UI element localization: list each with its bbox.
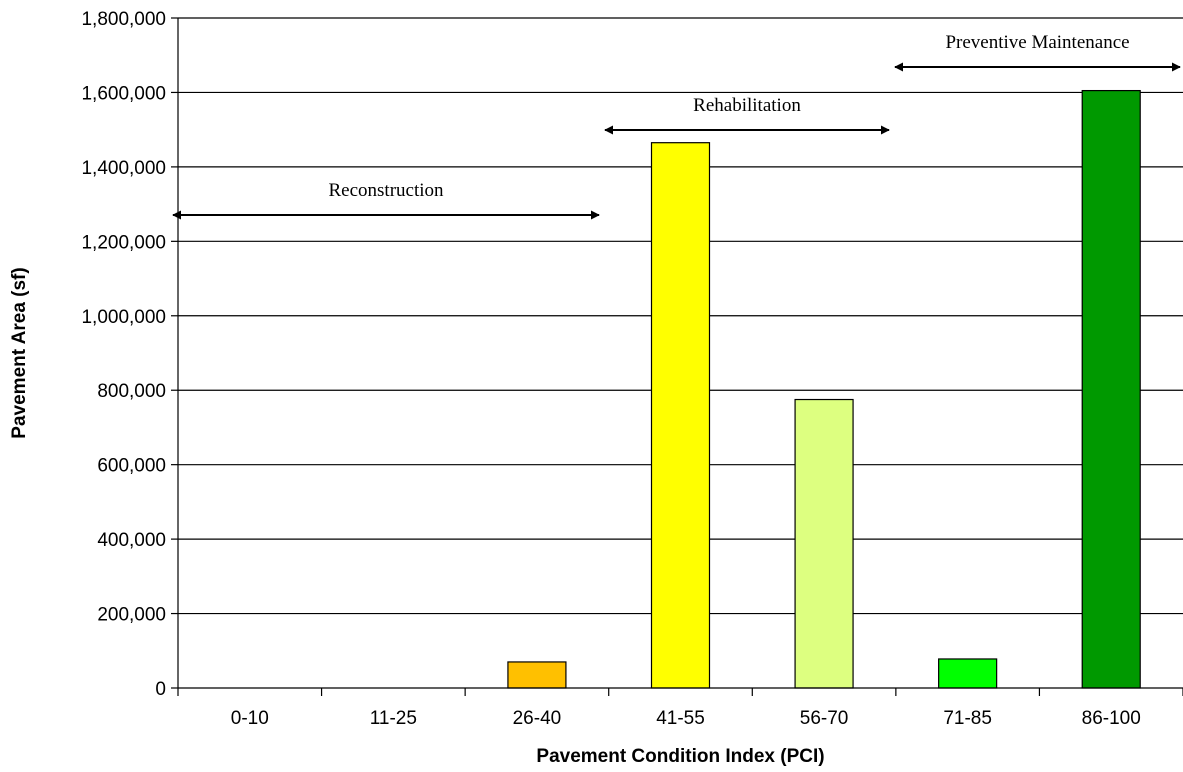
y-tick-label: 1,800,000	[81, 9, 166, 30]
x-tick-label: 56-70	[800, 708, 849, 729]
y-tick-labels: 0 200,000 400,000 600,000 800,000 1,000,000 1,…	[81, 9, 166, 700]
x-tick-label: 26-40	[513, 708, 562, 729]
annotation-label: Preventive Maintenance	[945, 32, 1129, 53]
x-tick-labels: 0-10 11-25 26-40 41-55 56-70 71-85 86-100	[231, 708, 1141, 729]
y-tick-label: 1,600,000	[81, 83, 166, 104]
y-tick-label: 800,000	[97, 381, 166, 402]
y-tick-label: 200,000	[97, 605, 166, 626]
y-tick-label: 1,400,000	[81, 158, 166, 179]
bar	[794, 398, 854, 689]
annotations: Reconstruction Rehabilitation Preventive M…	[172, 32, 1181, 220]
y-tick-label: 400,000	[97, 530, 166, 551]
x-tick-label: 0-10	[231, 708, 269, 729]
annotation-label: Rehabilitation	[693, 95, 801, 116]
y-tick-label: 0	[155, 679, 166, 700]
axes	[171, 17, 1183, 696]
x-tick-label: 11-25	[370, 708, 417, 729]
x-tick-label: 71-85	[943, 708, 992, 729]
x-tick-label: 86-100	[1082, 708, 1141, 729]
bar	[650, 142, 711, 689]
x-axis-title: Pavement Condition Index (PCI)	[536, 746, 824, 767]
bar	[1081, 89, 1141, 689]
annotation-label: Reconstruction	[328, 180, 444, 201]
bar	[938, 658, 998, 689]
y-axis-title: Pavement Area (sf)	[9, 267, 30, 438]
bar	[507, 661, 567, 689]
y-tick-label: 600,000	[97, 456, 166, 477]
x-tick-label: 41-55	[656, 708, 705, 729]
bars	[507, 89, 1141, 689]
y-tick-label: 1,000,000	[81, 307, 166, 328]
y-tick-label: 1,200,000	[81, 232, 166, 253]
